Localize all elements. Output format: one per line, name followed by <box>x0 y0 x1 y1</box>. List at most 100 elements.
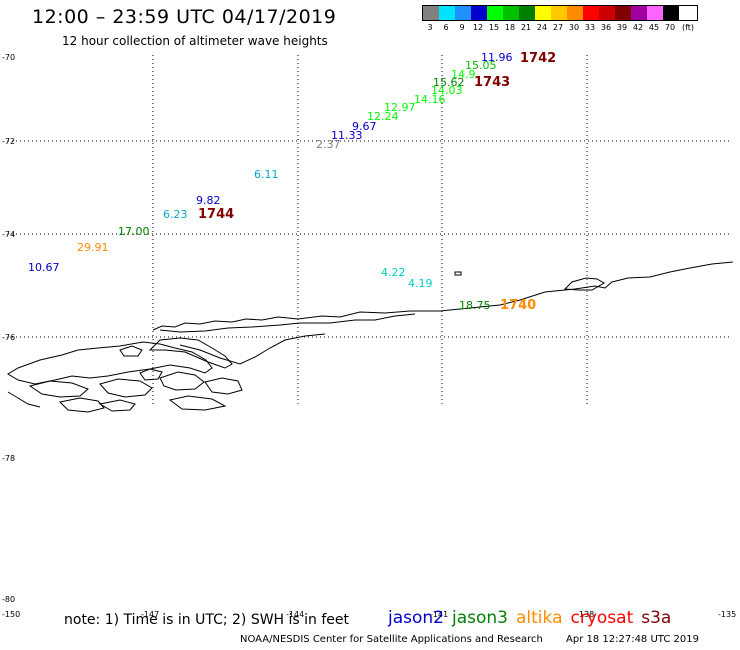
legend-swatch <box>439 6 455 20</box>
legend-swatch <box>471 6 487 20</box>
coast-fragment <box>179 333 326 365</box>
longitude-tick-label: -141 <box>430 610 448 619</box>
legend-bin-label: 18 <box>504 23 516 32</box>
legend-bin-label: 70 <box>664 23 676 32</box>
wave-height-label: 11.96 <box>481 51 513 64</box>
wave-height-label: 14.16 <box>414 93 446 106</box>
wave-height-label: 12.97 <box>384 101 416 114</box>
island-outline <box>454 271 462 276</box>
legend-swatch <box>423 6 439 20</box>
legend-bin-label: 21 <box>520 23 532 32</box>
legend-swatch <box>487 6 503 20</box>
satellite-legend: jason2 jason3 altika cryosat s3a <box>388 608 679 628</box>
satellite-name: altika <box>516 608 563 628</box>
legend-swatches <box>422 5 698 21</box>
graticule <box>8 55 732 405</box>
legend-swatch <box>551 6 567 20</box>
pass-id-label: 1744 <box>198 207 234 222</box>
longitude-tick-label: -144 <box>286 610 304 619</box>
legend-bin-label: 12 <box>472 23 484 32</box>
legend-swatch <box>519 6 535 20</box>
units-note: note: 1) Time is in UTC; 2) SWH is in fe… <box>64 612 350 628</box>
legend-bin-label: 39 <box>616 23 628 32</box>
legend-bin-label: 36 <box>600 23 612 32</box>
wave-height-label: 6.11 <box>254 168 279 181</box>
latitude-tick-label: -76 <box>2 333 15 342</box>
credit-line: NOAA/NESDIS Center for Satellite Applica… <box>240 634 543 645</box>
island-outline <box>204 377 243 395</box>
legend-bin-label: 15 <box>488 23 500 32</box>
pass-id-label: 1742 <box>520 51 556 66</box>
island-outline <box>148 337 233 369</box>
legend-swatch <box>455 6 471 20</box>
island-outline <box>28 380 89 398</box>
legend-swatch <box>535 6 551 20</box>
chart-title: 12:00 – 23:59 UTC 04/17/2019 <box>32 6 337 28</box>
satellite-name: s3a <box>641 608 672 628</box>
legend-swatch <box>663 6 679 20</box>
color-legend: 3 6 9 12 15 18 21 24 27 30 33 36 39 42 45 70 (ft) <box>422 5 698 32</box>
wave-height-label: 2.37 <box>316 138 341 151</box>
latitude-tick-label: -78 <box>2 454 15 463</box>
pass-id-label: 1743 <box>474 75 510 90</box>
wave-height-label: 15.62 <box>433 76 465 89</box>
wave-height-label: 4.22 <box>381 266 406 279</box>
island-outline <box>159 371 205 391</box>
wave-height-label: 6.23 <box>163 208 188 221</box>
longitude-tick-label: -138 <box>576 610 594 619</box>
coast-inlet <box>563 277 605 291</box>
wave-height-label: 14.9 <box>451 68 476 81</box>
island-outline <box>99 378 153 398</box>
legend-unit: (ft) <box>681 23 695 32</box>
island-outline <box>139 368 163 381</box>
latitude-tick-label: -72 <box>2 137 15 146</box>
satellite-name: cryosat <box>570 608 634 628</box>
pass-id-label: 1740 <box>500 298 536 313</box>
legend-swatch <box>647 6 663 20</box>
longitude-tick-label: -147 <box>141 610 159 619</box>
island-outline <box>7 341 213 385</box>
wave-height-label: 14.03 <box>431 84 463 97</box>
latitude-tick-label: -70 <box>2 53 15 62</box>
legend-swatch <box>599 6 615 20</box>
wave-height-label: 10.67 <box>28 261 60 274</box>
legend-bin-label: 6 <box>443 23 449 32</box>
coastline <box>7 261 734 413</box>
wave-height-label: 29.91 <box>77 241 109 254</box>
legend-swatch <box>583 6 599 20</box>
legend-labels: 3 6 9 12 15 18 21 24 27 30 33 36 39 42 45 70 (ft) <box>422 23 698 32</box>
legend-bin-label: 33 <box>584 23 596 32</box>
legend-bin-label: 30 <box>568 23 580 32</box>
legend-bin-label: 3 <box>427 23 433 32</box>
pass-id-labels: 1742 1743 1744 1740 <box>198 51 556 313</box>
legend-swatch <box>615 6 631 20</box>
longitude-ticks: -150 -147 -144 -141 -138 -135 <box>2 610 736 619</box>
legend-swatch <box>503 6 519 20</box>
longitude-tick-label: -150 <box>2 610 20 619</box>
legend-swatch <box>567 6 583 20</box>
chart-subtitle: 12 hour collection of altimeter wave hei… <box>62 34 328 48</box>
wave-height-label: 17.00 <box>118 225 150 238</box>
satellite-name: jason3 <box>452 608 508 628</box>
legend-bin-label: 27 <box>552 23 564 32</box>
legend-swatch <box>631 6 647 20</box>
satellite-name: jason2 <box>388 608 444 628</box>
wave-height-label: 18.75 <box>459 299 491 312</box>
wave-height-label: 12.24 <box>367 110 399 123</box>
island-outline <box>98 399 136 412</box>
longitude-tick-label: -135 <box>718 610 736 619</box>
wave-height-labels: 11.9615.0514.915.6214.0314.1612.9712.249… <box>28 51 513 312</box>
wave-height-label: 9.82 <box>196 194 221 207</box>
generated-timestamp: Apr 18 12:27:48 UTC 2019 <box>566 634 699 645</box>
wave-height-label: 11.33 <box>331 129 363 142</box>
latitude-tick-label: -80 <box>2 595 15 604</box>
legend-bin-label: 42 <box>632 23 644 32</box>
coast-fragment <box>7 391 41 408</box>
wave-height-label: 4.19 <box>408 277 433 290</box>
legend-bin-label: 24 <box>536 23 548 32</box>
coast-shelf-edge <box>159 313 416 333</box>
latitude-tick-label: -74 <box>2 230 15 239</box>
legend-bin-label: 45 <box>648 23 660 32</box>
wave-height-label: 9.67 <box>352 120 377 133</box>
